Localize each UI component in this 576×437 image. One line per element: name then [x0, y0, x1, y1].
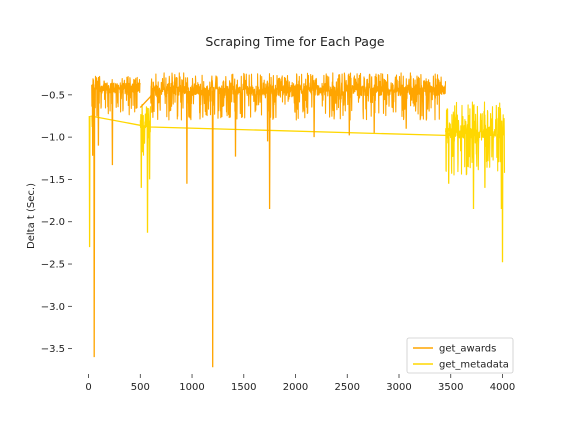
plot-area — [88, 72, 506, 368]
chart-title: Scraping Time for Each Page — [205, 34, 384, 49]
get_awards-segment-0 — [91, 75, 141, 117]
get_awards-segment-1 — [150, 72, 447, 121]
y-tick-label: −1.0 — [41, 133, 65, 144]
series-get_awards — [91, 72, 447, 368]
y-tick-label: −1.5 — [41, 175, 65, 186]
get_awards-spike — [91, 88, 94, 156]
get_awards-spike — [405, 90, 408, 129]
get_awards-spike — [313, 90, 316, 138]
legend-label: get_metadata — [439, 360, 509, 371]
x-tick-label: 3000 — [386, 382, 411, 393]
get_awards-spike — [97, 88, 100, 146]
x-tick-label: 2500 — [335, 382, 360, 393]
series-get_metadata — [88, 101, 506, 263]
y-axis-label: Delta t (Sec.) — [26, 183, 37, 249]
get_metadata-spike — [148, 124, 151, 180]
legend: get_awards get_metadata — [406, 337, 514, 374]
get_metadata-spike — [500, 132, 503, 210]
get_awards-spike — [185, 90, 188, 184]
legend-box — [406, 337, 514, 374]
x-tick-label: 0 — [85, 382, 91, 393]
get_metadata-segment-0 — [139, 103, 152, 156]
get_metadata-spike — [472, 132, 475, 210]
get_metadata-spike — [140, 124, 143, 188]
y-ticks: −3.5 −3.0 −2.5 −2.0 −1.5 −1.0 −0.5 — [41, 90, 72, 355]
y-tick-label: −3.0 — [41, 302, 65, 313]
y-tick-label: −0.5 — [41, 90, 65, 101]
get_awards-spike — [111, 88, 114, 166]
get_awards-spike — [373, 90, 376, 133]
get_awards-spike — [234, 90, 237, 157]
legend-label: get_awards — [439, 344, 496, 355]
x-tick-label: 3500 — [438, 382, 463, 393]
get_awards-spike — [268, 90, 271, 210]
get_metadata-spike — [146, 124, 149, 233]
x-tick-label: 4000 — [490, 382, 515, 393]
x-tick-label: 1500 — [231, 382, 256, 393]
get_awards-spike — [266, 90, 269, 142]
x-ticks: 0 500 1000 1500 2000 2500 3000 3500 4000 — [85, 374, 515, 393]
get_awards-spike — [211, 90, 214, 368]
x-tick-label: 500 — [131, 382, 150, 393]
get_metadata-spike — [447, 132, 450, 184]
get_metadata-spike — [501, 132, 504, 263]
get_awards-spike — [348, 90, 351, 136]
get_metadata-spike — [88, 115, 91, 248]
get_awards-spike — [93, 88, 96, 358]
get_metadata-spike — [483, 132, 486, 188]
get_metadata-segment-1 — [445, 101, 506, 176]
y-tick-label: −2.0 — [41, 217, 65, 228]
x-tick-label: 1000 — [179, 382, 204, 393]
y-tick-label: −3.5 — [41, 344, 65, 355]
x-tick-label: 2000 — [283, 382, 308, 393]
y-tick-label: −2.5 — [41, 260, 65, 271]
